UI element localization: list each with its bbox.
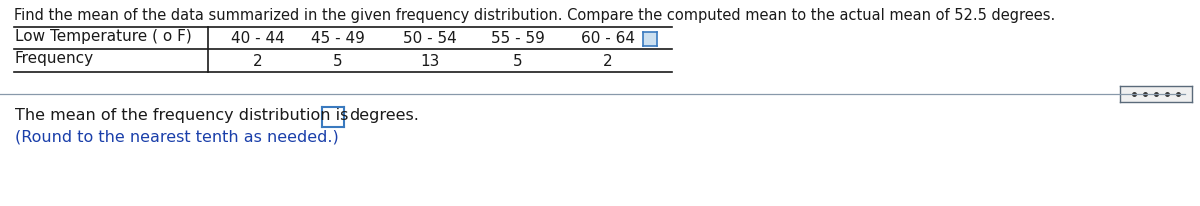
- Text: 55 - 59: 55 - 59: [491, 31, 545, 46]
- Text: degrees.: degrees.: [349, 108, 419, 122]
- Text: 13: 13: [420, 53, 439, 68]
- Text: (Round to the nearest tenth as needed.): (Round to the nearest tenth as needed.): [14, 129, 338, 144]
- Text: 40 - 44: 40 - 44: [232, 31, 284, 46]
- Text: 5: 5: [514, 53, 523, 68]
- Text: 60 - 64: 60 - 64: [581, 31, 635, 46]
- Text: The mean of the frequency distribution is: The mean of the frequency distribution i…: [14, 108, 348, 122]
- Text: Low Temperature ( o F): Low Temperature ( o F): [14, 29, 192, 44]
- Text: Find the mean of the data summarized in the given frequency distribution. Compar: Find the mean of the data summarized in …: [14, 8, 1055, 23]
- Text: 2: 2: [604, 53, 613, 68]
- Text: 2: 2: [253, 53, 263, 68]
- Text: 50 - 54: 50 - 54: [403, 31, 457, 46]
- Text: 5: 5: [334, 53, 343, 68]
- Text: Frequency: Frequency: [14, 51, 94, 66]
- Text: 45 - 49: 45 - 49: [311, 31, 365, 46]
